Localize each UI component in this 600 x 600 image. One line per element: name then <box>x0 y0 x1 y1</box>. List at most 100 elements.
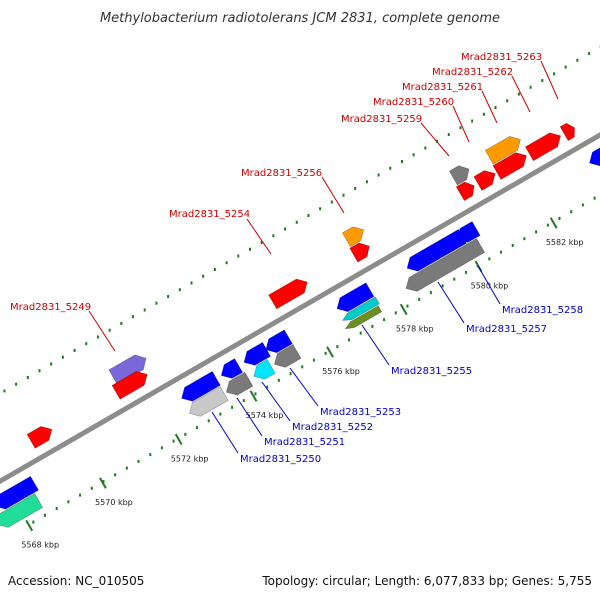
scale-tick <box>25 519 34 532</box>
ring-dot <box>418 297 421 301</box>
accession-text: Accession: NC_010505 <box>8 574 144 588</box>
ring-dot <box>441 284 444 288</box>
ring-dot <box>359 331 362 335</box>
ring-dot <box>85 342 88 346</box>
gene-label-mrad2831-5250[interactable]: Mrad2831_5250 <box>240 454 321 465</box>
scale-tick <box>249 390 258 402</box>
ring-dot <box>190 281 193 285</box>
ring-dot <box>196 426 199 430</box>
gene-label-mrad2831-5259[interactable]: Mrad2831_5259 <box>341 114 422 125</box>
ring-dot <box>260 240 263 244</box>
gene-label-mrad2831-5249[interactable]: Mrad2831_5249 <box>10 302 91 313</box>
ring-dot <box>383 318 386 322</box>
ring-dot <box>149 453 152 457</box>
ring-dot <box>15 382 18 386</box>
ring-dot <box>3 389 6 393</box>
feature-5255-cog-a <box>342 296 380 321</box>
ring-dot <box>132 315 135 319</box>
ring-dot <box>330 200 333 204</box>
gene-label-mrad2831-5262[interactable]: Mrad2831_5262 <box>432 67 513 78</box>
ring-dot <box>167 294 170 298</box>
ring-dot <box>237 254 240 258</box>
ring-dot <box>546 223 549 227</box>
gene-label-mrad2831-5257[interactable]: Mrad2831_5257 <box>466 324 547 335</box>
label-leader-line <box>477 265 501 305</box>
ring-dot <box>272 234 275 238</box>
ring-dot <box>541 79 544 83</box>
feature-5250-cog <box>189 386 229 417</box>
feature-5253-cds <box>265 329 293 354</box>
ring-dot <box>242 399 245 403</box>
feature-5256-cog <box>341 226 365 248</box>
feature-5251-cds <box>220 358 243 379</box>
ring-dot <box>137 459 140 463</box>
gene-label-mrad2831-5251[interactable]: Mrad2831_5251 <box>264 437 345 448</box>
gene-label-mrad2831-5255[interactable]: Mrad2831_5255 <box>391 366 472 377</box>
ring-dot <box>289 372 292 376</box>
ring-dot <box>324 351 327 355</box>
ring-dot <box>284 227 287 231</box>
label-leader-line <box>511 75 531 113</box>
ring-dot <box>114 473 117 477</box>
gene-features <box>0 122 600 528</box>
ring-dot <box>593 196 596 200</box>
gene-label-mrad2831-5253[interactable]: Mrad2831_5253 <box>320 407 401 418</box>
ring-dot <box>500 250 503 254</box>
ring-dot <box>67 500 70 504</box>
ring-dot <box>535 230 538 234</box>
ring-dot <box>365 180 368 184</box>
scale-tick-label: 5576 kbp <box>322 367 360 376</box>
feature-5249-cds <box>111 371 148 400</box>
label-leaders <box>88 60 559 454</box>
ring-dot <box>26 375 29 379</box>
scale-tick <box>99 477 107 489</box>
gene-label-mrad2831-5261[interactable]: Mrad2831_5261 <box>402 82 483 93</box>
ring-dot <box>576 58 579 62</box>
label-leader-line <box>236 397 263 437</box>
label-leader-line <box>481 90 498 124</box>
ring-dot <box>400 160 403 164</box>
gene-label-mrad2831-5258[interactable]: Mrad2831_5258 <box>502 305 583 316</box>
ring-dot <box>517 92 520 96</box>
ring-dot <box>55 507 58 511</box>
label-leader-line <box>289 367 319 407</box>
ring-dot <box>312 358 315 362</box>
feature-5249-cog <box>108 354 147 386</box>
ring-dot <box>254 392 257 396</box>
feature-5254-cds <box>268 278 308 310</box>
ring-dot <box>336 345 339 349</box>
gene-label-mrad2831-5260[interactable]: Mrad2831_5260 <box>373 97 454 108</box>
gene-label-mrad2831-5252[interactable]: Mrad2831_5252 <box>292 422 373 433</box>
ring-dot <box>108 328 111 332</box>
scale-tick-label: 5574 kbp <box>246 411 284 420</box>
ring-dot <box>319 207 322 211</box>
label-leader-line <box>420 122 450 157</box>
ring-dot <box>61 355 64 359</box>
feature-5258-cds <box>456 221 481 243</box>
ring-dot <box>471 119 474 123</box>
ring-dot <box>79 493 82 497</box>
ring-dot <box>488 257 491 261</box>
ring-dot <box>389 166 392 170</box>
gene-label-mrad2831-5256[interactable]: Mrad2831_5256 <box>241 168 322 179</box>
ring-dot <box>38 369 41 373</box>
gene-label-mrad2831-5254[interactable]: Mrad2831_5254 <box>169 209 250 220</box>
ring-dot <box>581 203 584 207</box>
ring-dot <box>295 220 298 224</box>
label-leader-line <box>261 381 291 422</box>
ring-dot <box>394 311 397 315</box>
scale-tick-label: 5568 kbp <box>21 541 59 550</box>
feature-5263-cds <box>559 122 575 142</box>
feature-5253-cog <box>274 344 302 368</box>
ring-dot <box>307 214 310 218</box>
ring-dot <box>207 419 210 423</box>
ring-dot <box>511 243 514 247</box>
genome-backbone <box>0 132 600 485</box>
ring-dot <box>44 513 47 517</box>
gene-label-mrad2831-5263[interactable]: Mrad2831_5263 <box>461 52 542 63</box>
scale-tick <box>174 433 183 446</box>
scale-tick <box>549 217 558 229</box>
feature-5251-cog <box>225 371 254 396</box>
feature-left-cds <box>26 426 53 449</box>
